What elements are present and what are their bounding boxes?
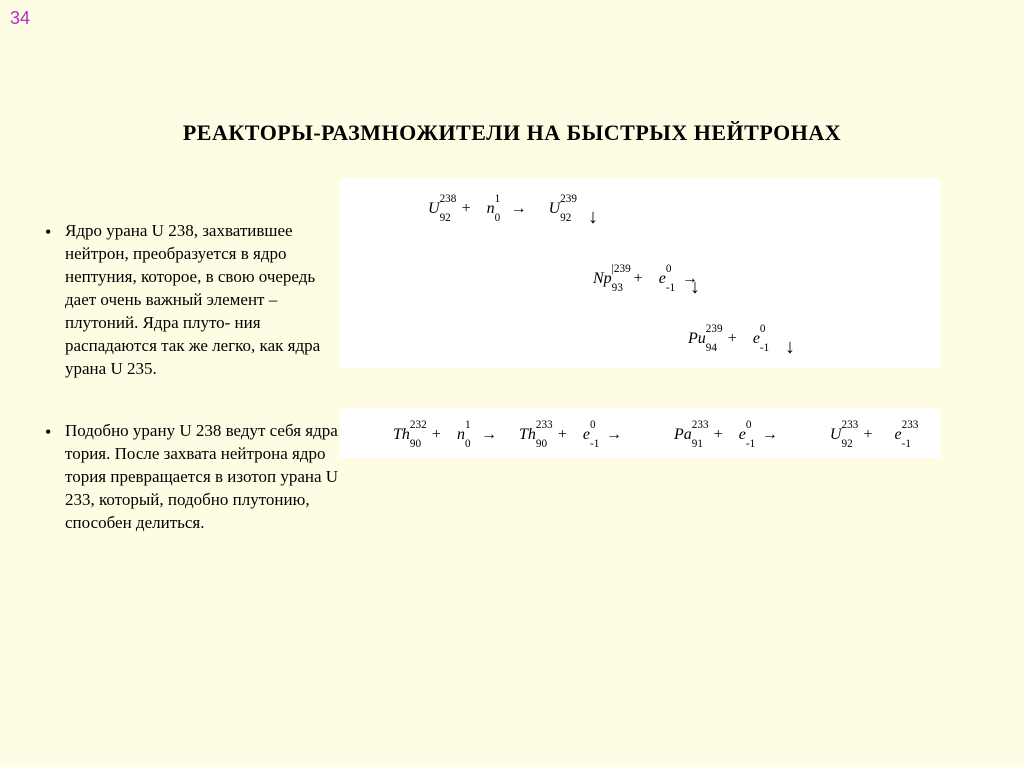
bullet-1: Ядро урана U 238, захватившее нейтрон, п… bbox=[65, 220, 340, 381]
formula-chain-uranium: U23892+n10→U23992Np|23993+e0-1→Pu23994+e… bbox=[340, 178, 940, 368]
bullet-2: Подобно урану U 238 ведут себя ядра тори… bbox=[65, 420, 340, 535]
formula-chain-thorium: Th23290+n10→Th23390+e0-1→Pa23391+e0-1→U2… bbox=[340, 408, 940, 458]
slide-title: РЕАКТОРЫ-РАЗМНОЖИТЕЛИ НА БЫСТРЫХ НЕЙТРОН… bbox=[0, 120, 1024, 146]
page-number: 34 bbox=[10, 8, 30, 29]
